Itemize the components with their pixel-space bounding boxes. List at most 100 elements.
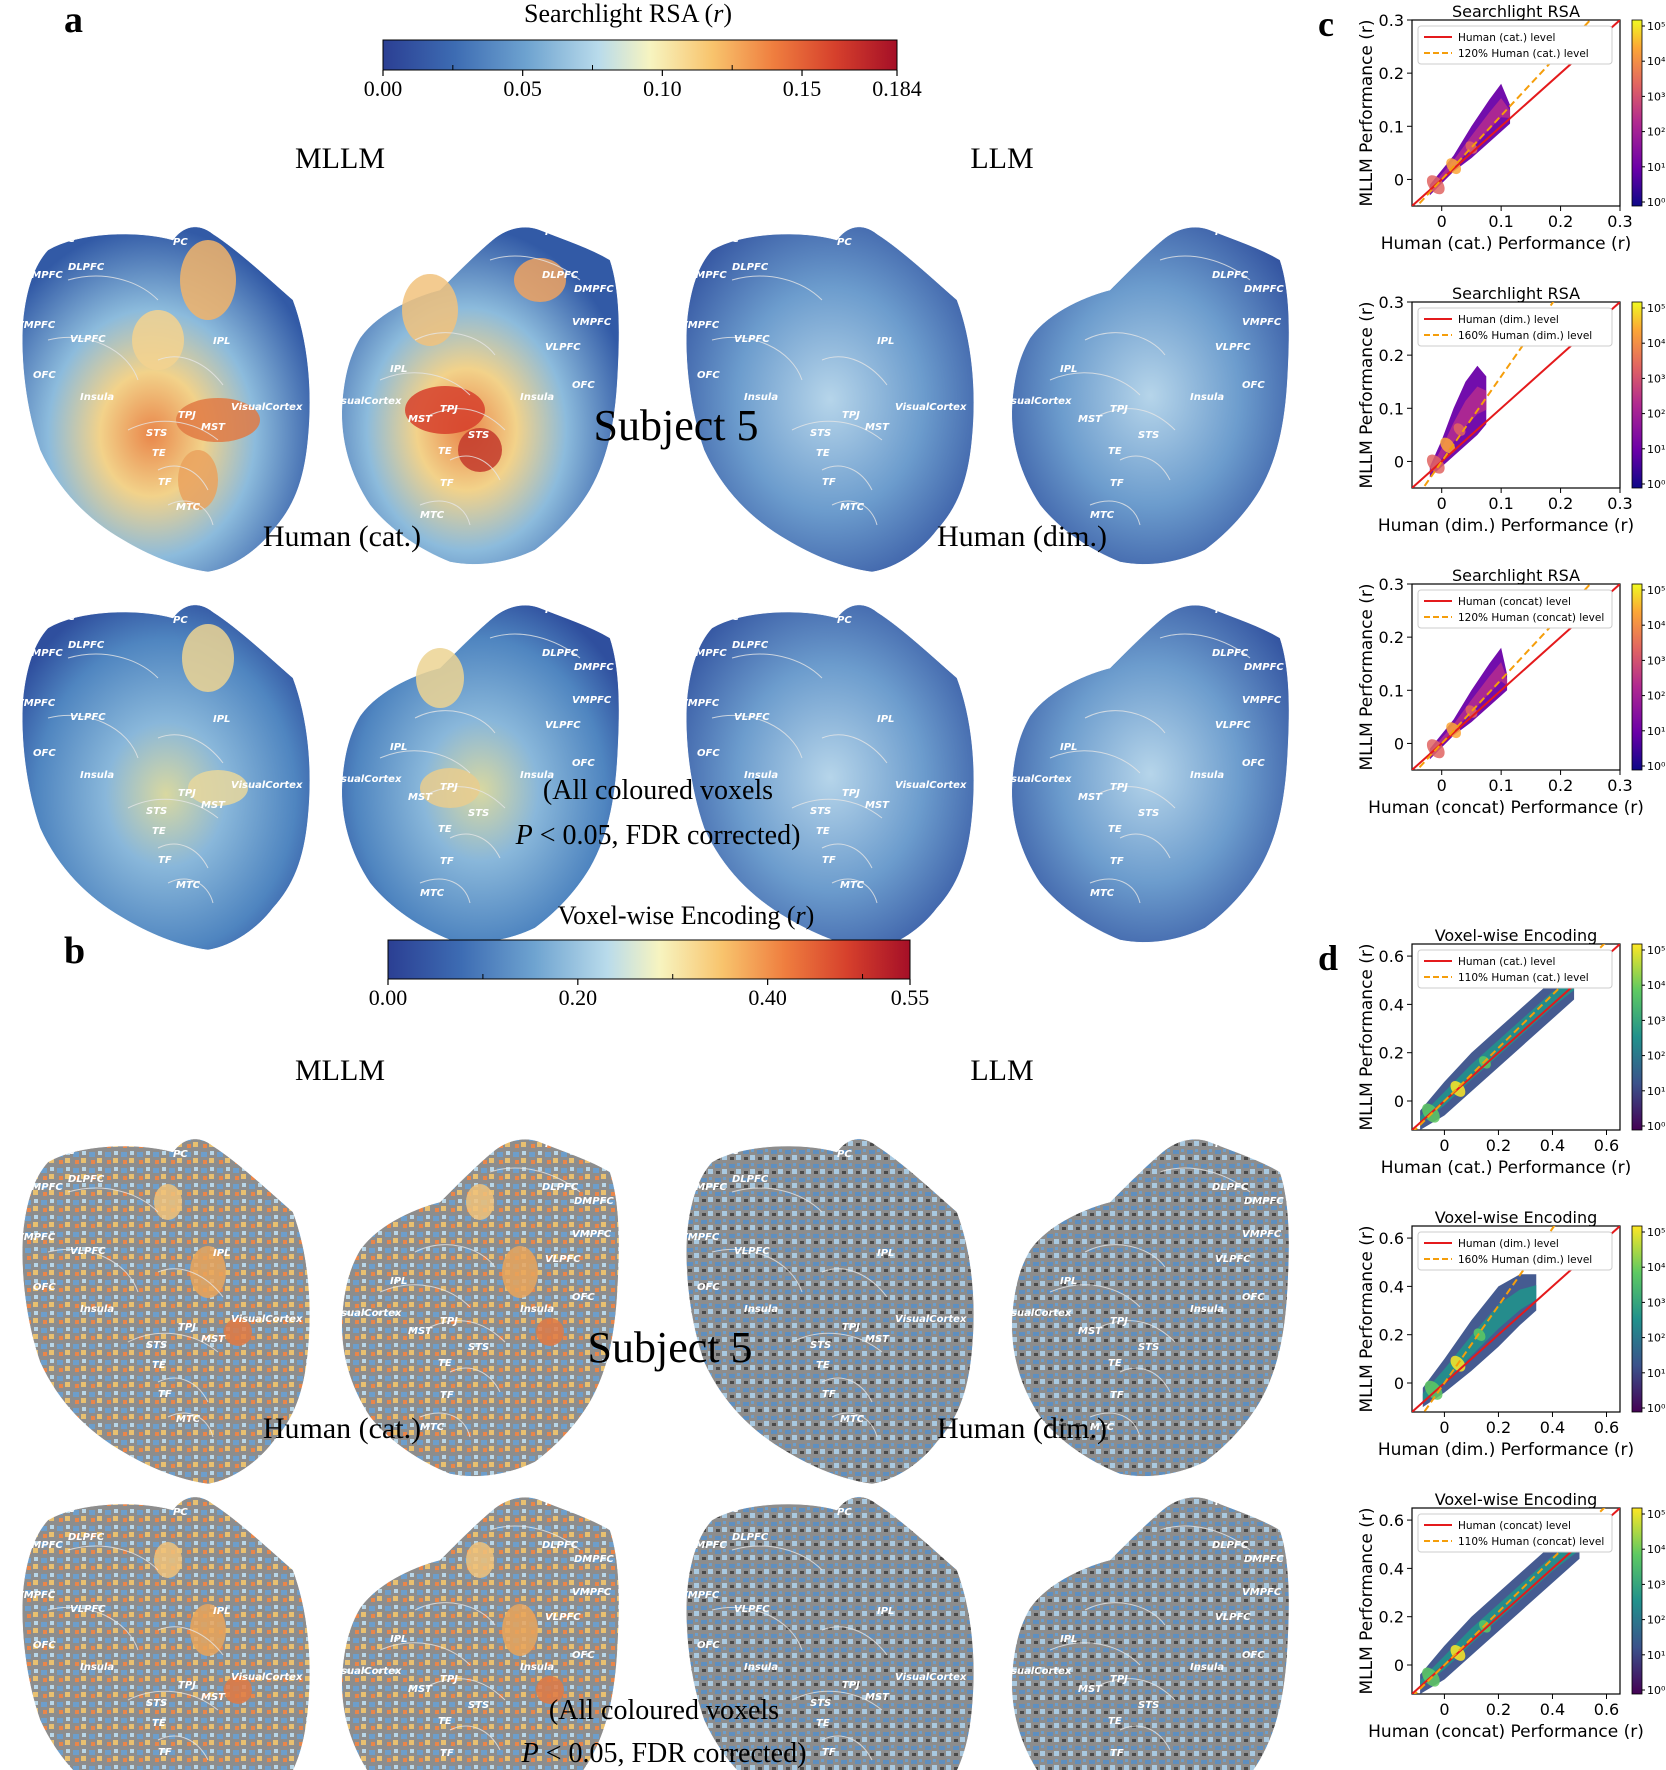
roi-boundary — [414, 1244, 496, 1268]
activation-cluster — [502, 1604, 538, 1656]
y-tick-label: 0.4 — [1379, 995, 1404, 1014]
roi-label: IPL — [1060, 364, 1077, 375]
roi-label: OFC — [1242, 1650, 1265, 1661]
roi-label: DLPFC — [732, 262, 769, 273]
roi-label: Insula — [520, 1304, 554, 1315]
roi-label: IPL — [213, 336, 230, 347]
roi-label: TPJ — [440, 1674, 458, 1685]
y-axis-label: MLLM Performance (r) — [1357, 1507, 1377, 1694]
roi-label: TE — [816, 826, 830, 837]
roi-label: VLPFC — [734, 1604, 770, 1615]
cortex-surface — [685, 604, 975, 951]
flatmap-model-label: Human (cat.) — [263, 1412, 421, 1445]
y-tick-label: 0 — [1394, 1092, 1404, 1111]
legend-entry: Human (cat.) level — [1458, 32, 1555, 44]
roi-label: DLPFC — [1212, 270, 1249, 281]
density-colorbar-tick-label: 10² — [1647, 126, 1665, 139]
x-tick-label: 0.1 — [1488, 212, 1513, 231]
roi-boundary — [449, 1367, 501, 1393]
activation-cluster — [132, 310, 184, 370]
y-tick-label: 0.3 — [1379, 293, 1404, 312]
y-axis-label: MLLM Performance (r) — [1357, 19, 1377, 206]
roi-boundary — [157, 465, 209, 491]
colorbar-tick-label: 0.55 — [891, 985, 930, 1010]
legend-entry: 160% Human (dim.) level — [1458, 330, 1592, 342]
roi-label: TE — [438, 824, 452, 835]
activation-cluster — [536, 1318, 564, 1346]
panel-b-note-line2: P < 0.05, FDR corrected) — [521, 1738, 807, 1769]
panel-a-colorbar-ticks: 0.00 0.05 0.10 0.15 0.184 — [364, 65, 922, 101]
roi-label: ACC — [557, 222, 581, 233]
roi-label: TE — [438, 1358, 452, 1369]
density-colorbar-tick-label: 10³ — [1647, 654, 1665, 667]
roi-boundary — [47, 1606, 139, 1651]
roi-label: ACC — [716, 612, 740, 623]
roi-label: STS — [810, 806, 831, 817]
roi-label: IPL — [877, 336, 894, 347]
scatter-plot: 0 0.2 0.4 0.6 0 0.2 0.4 0.6 Voxel-wise Encoding H… — [1357, 1490, 1666, 1742]
x-tick-label: 0.2 — [1486, 1418, 1511, 1437]
roi-label: STS — [146, 428, 167, 439]
roi-label: ACC — [557, 1492, 581, 1503]
panel-b-colorbar-title: Voxel-wise Encoding (r) — [558, 901, 815, 930]
scatter-plot: 0 0.1 0.2 0.3 0 0.1 0.2 0.3 Searchlight RSA Human… — [1357, 284, 1666, 536]
roi-label: TF — [822, 477, 836, 488]
roi-label: VisualCortex — [330, 1666, 402, 1677]
roi-boundary — [167, 500, 214, 526]
roi-label: MST — [1078, 1684, 1103, 1695]
roi-label: DMPFC — [687, 270, 727, 281]
roi-label: TPJ — [178, 1680, 196, 1691]
activation-cluster — [458, 428, 502, 472]
roi-label: VisualCortex — [895, 1672, 967, 1683]
roi-label: PC — [173, 1507, 188, 1518]
legend-box — [1417, 25, 1613, 65]
roi-boundary — [429, 1678, 506, 1701]
activation-cluster — [182, 624, 234, 692]
roi-label: TPJ — [1110, 1316, 1128, 1327]
roi-label: DMPFC — [1244, 662, 1284, 673]
roi-label: DLPFC — [68, 1532, 105, 1543]
cortex-surface — [1011, 1139, 1290, 1477]
roi-label: MST — [201, 422, 226, 433]
roi-label: DLPFC — [1212, 1182, 1249, 1193]
roi-boundary — [831, 878, 878, 904]
roi-label: MST — [408, 792, 433, 803]
roi-boundary — [791, 420, 883, 441]
cortex-surface — [1011, 227, 1290, 565]
roi-label: ACC — [716, 1146, 740, 1157]
roi-label: TPJ — [842, 1680, 860, 1691]
roi-label: DLPFC — [732, 1174, 769, 1185]
roi-label: VMPFC — [1242, 1229, 1282, 1240]
x-tick-label: 0.2 — [1548, 494, 1573, 513]
roi-label: IPL — [390, 1276, 407, 1287]
roi-label: STS — [468, 808, 489, 819]
roi-label: PC — [545, 1497, 560, 1508]
roi-label: VLPFC — [70, 334, 106, 345]
density-colorbar-tick-label: 10⁵ — [1647, 1226, 1665, 1239]
roi-boundary — [449, 833, 501, 859]
density-colorbar-tick-label: 10⁵ — [1647, 20, 1665, 33]
left-hemisphere-flatmap: ACC PC DMPFC DLPFC VMPFC VLPFC OFC Insula IPL Vis… — [16, 604, 311, 951]
panel-a-label: a — [64, 0, 83, 41]
roi-label: STS — [810, 1698, 831, 1709]
x-tick-label: 0.3 — [1607, 494, 1632, 513]
roi-boundary — [711, 1248, 803, 1293]
legend-box — [1417, 949, 1613, 989]
roi-boundary — [167, 878, 214, 904]
panel-b: b Voxel-wise Encoding (r) 0.00 0.20 0.40 0.… — [16, 901, 1290, 1770]
roi-boundary — [1089, 878, 1141, 904]
roi-label: TF — [158, 1389, 172, 1400]
roi-label: TF — [822, 1389, 836, 1400]
roi-label: DMPFC — [1244, 284, 1284, 295]
roi-label: PC — [545, 605, 560, 616]
roi-boundary — [489, 1525, 581, 1551]
roi-label: DMPFC — [23, 1540, 63, 1551]
roi-label: IPL — [877, 714, 894, 725]
activation-cluster — [420, 768, 480, 808]
legend-entry: 110% Human (concat) level — [1458, 1536, 1604, 1548]
roi-boundary — [449, 1725, 501, 1751]
cortex-surface — [685, 1496, 975, 1770]
